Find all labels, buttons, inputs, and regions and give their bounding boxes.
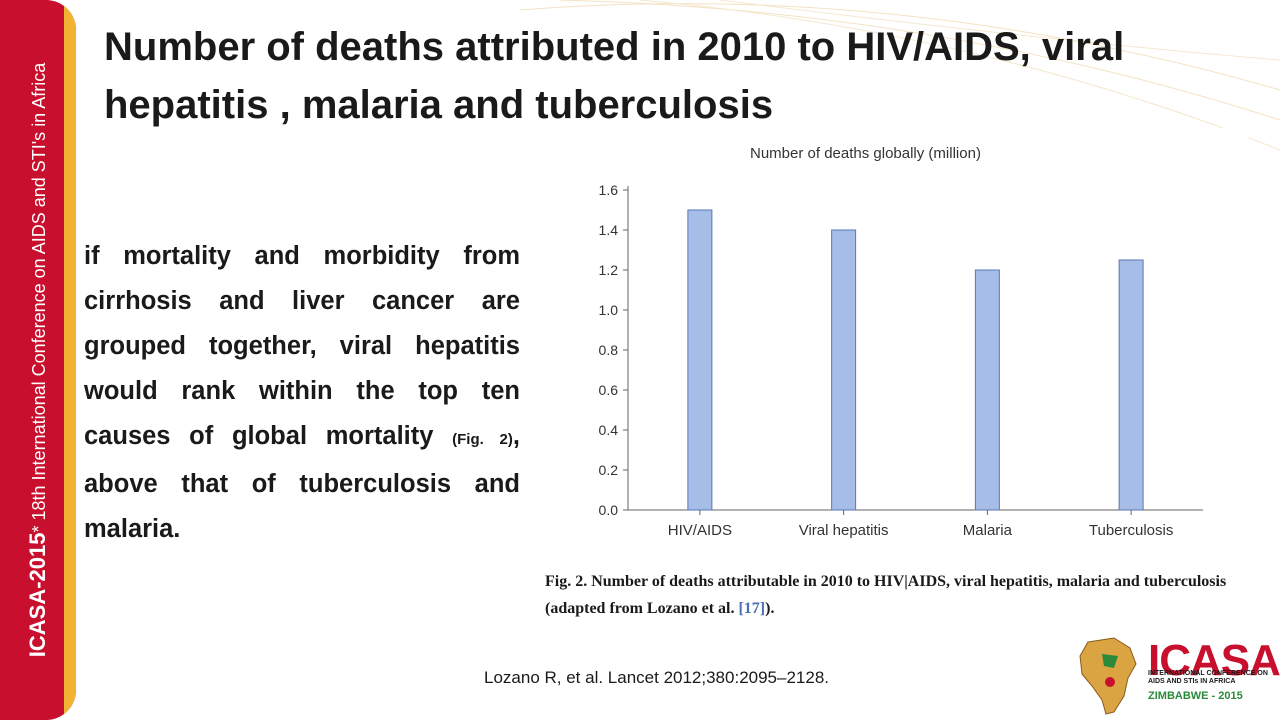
caption-end: ). (765, 600, 775, 617)
conference-brand: ICASA-2015 (25, 532, 50, 658)
y-tick-label: 1.2 (599, 262, 619, 278)
africa-map-icon (1079, 637, 1137, 715)
y-tick-label: 0.4 (599, 422, 619, 438)
conference-banner-text: ICASA-2015* 18th International Conferenc… (25, 63, 51, 657)
logo-title: ICASA (1148, 636, 1280, 685)
slide-title: Number of deaths attributed in 2010 to H… (104, 25, 1125, 127)
body-text-end: , above that of tuberculosis and malaria… (84, 422, 520, 543)
caption-reference-link[interactable]: [17] (738, 600, 766, 617)
bar-viral-hepatitis (831, 229, 857, 511)
y-tick-label: 0.6 (599, 382, 619, 398)
conference-star: * (29, 525, 49, 533)
y-tick-label: 0.8 (599, 342, 619, 358)
body-text-main: if mortality and morbidity from cirrhosi… (84, 242, 520, 450)
bar-malaria (974, 269, 1000, 511)
y-tick-label: 0.0 (599, 502, 619, 518)
logo-subtitle: INTERNATIONAL CONFERENCE ON AIDS AND STI… (1148, 670, 1268, 685)
conference-tagline: 18th International Conference on AIDS an… (29, 62, 49, 526)
decorative-swirl (520, 0, 1280, 151)
caption-text: Fig. 2. Number of deaths attributable in… (545, 573, 1227, 617)
body-paragraph: if mortality and morbidity from cirrhosi… (84, 234, 520, 552)
y-tick-label: 1.0 (599, 302, 619, 318)
x-tick-label: Viral hepatitis (799, 522, 889, 539)
x-tick-label: HIV/AIDS (668, 522, 732, 539)
figure-panel: Number of deaths globally (million) 0.0 0.… (538, 128, 1248, 638)
figure-caption: Fig. 2. Number of deaths attributable in… (545, 568, 1235, 622)
chart-title: Number of deaths globally (million) (750, 145, 981, 162)
x-tick-label: Tuberculosis (1089, 522, 1173, 539)
figure-reference: (Fig. 2) (452, 431, 513, 448)
bar-chart: Number of deaths globally (million) 0.0 0.… (599, 145, 1203, 539)
x-tick-label: Malaria (963, 522, 1013, 539)
logo-country: ZIMBABWE - 2015 (1148, 690, 1243, 702)
citation: Lozano R, et al. Lancet 2012;380:2095–21… (484, 668, 830, 687)
y-tick-label: 1.6 (599, 182, 619, 198)
y-tick-label: 1.4 (599, 222, 619, 238)
y-tick-label: 0.2 (599, 462, 619, 478)
bar-tuberculosis (1118, 259, 1144, 511)
bar-hiv-aids (687, 209, 713, 511)
icasa-logo: ICASA INTERNATIONAL CONFERENCE ON AIDS A… (1072, 632, 1280, 720)
sidebar-banner: ICASA-2015* 18th International Conferenc… (0, 0, 76, 720)
